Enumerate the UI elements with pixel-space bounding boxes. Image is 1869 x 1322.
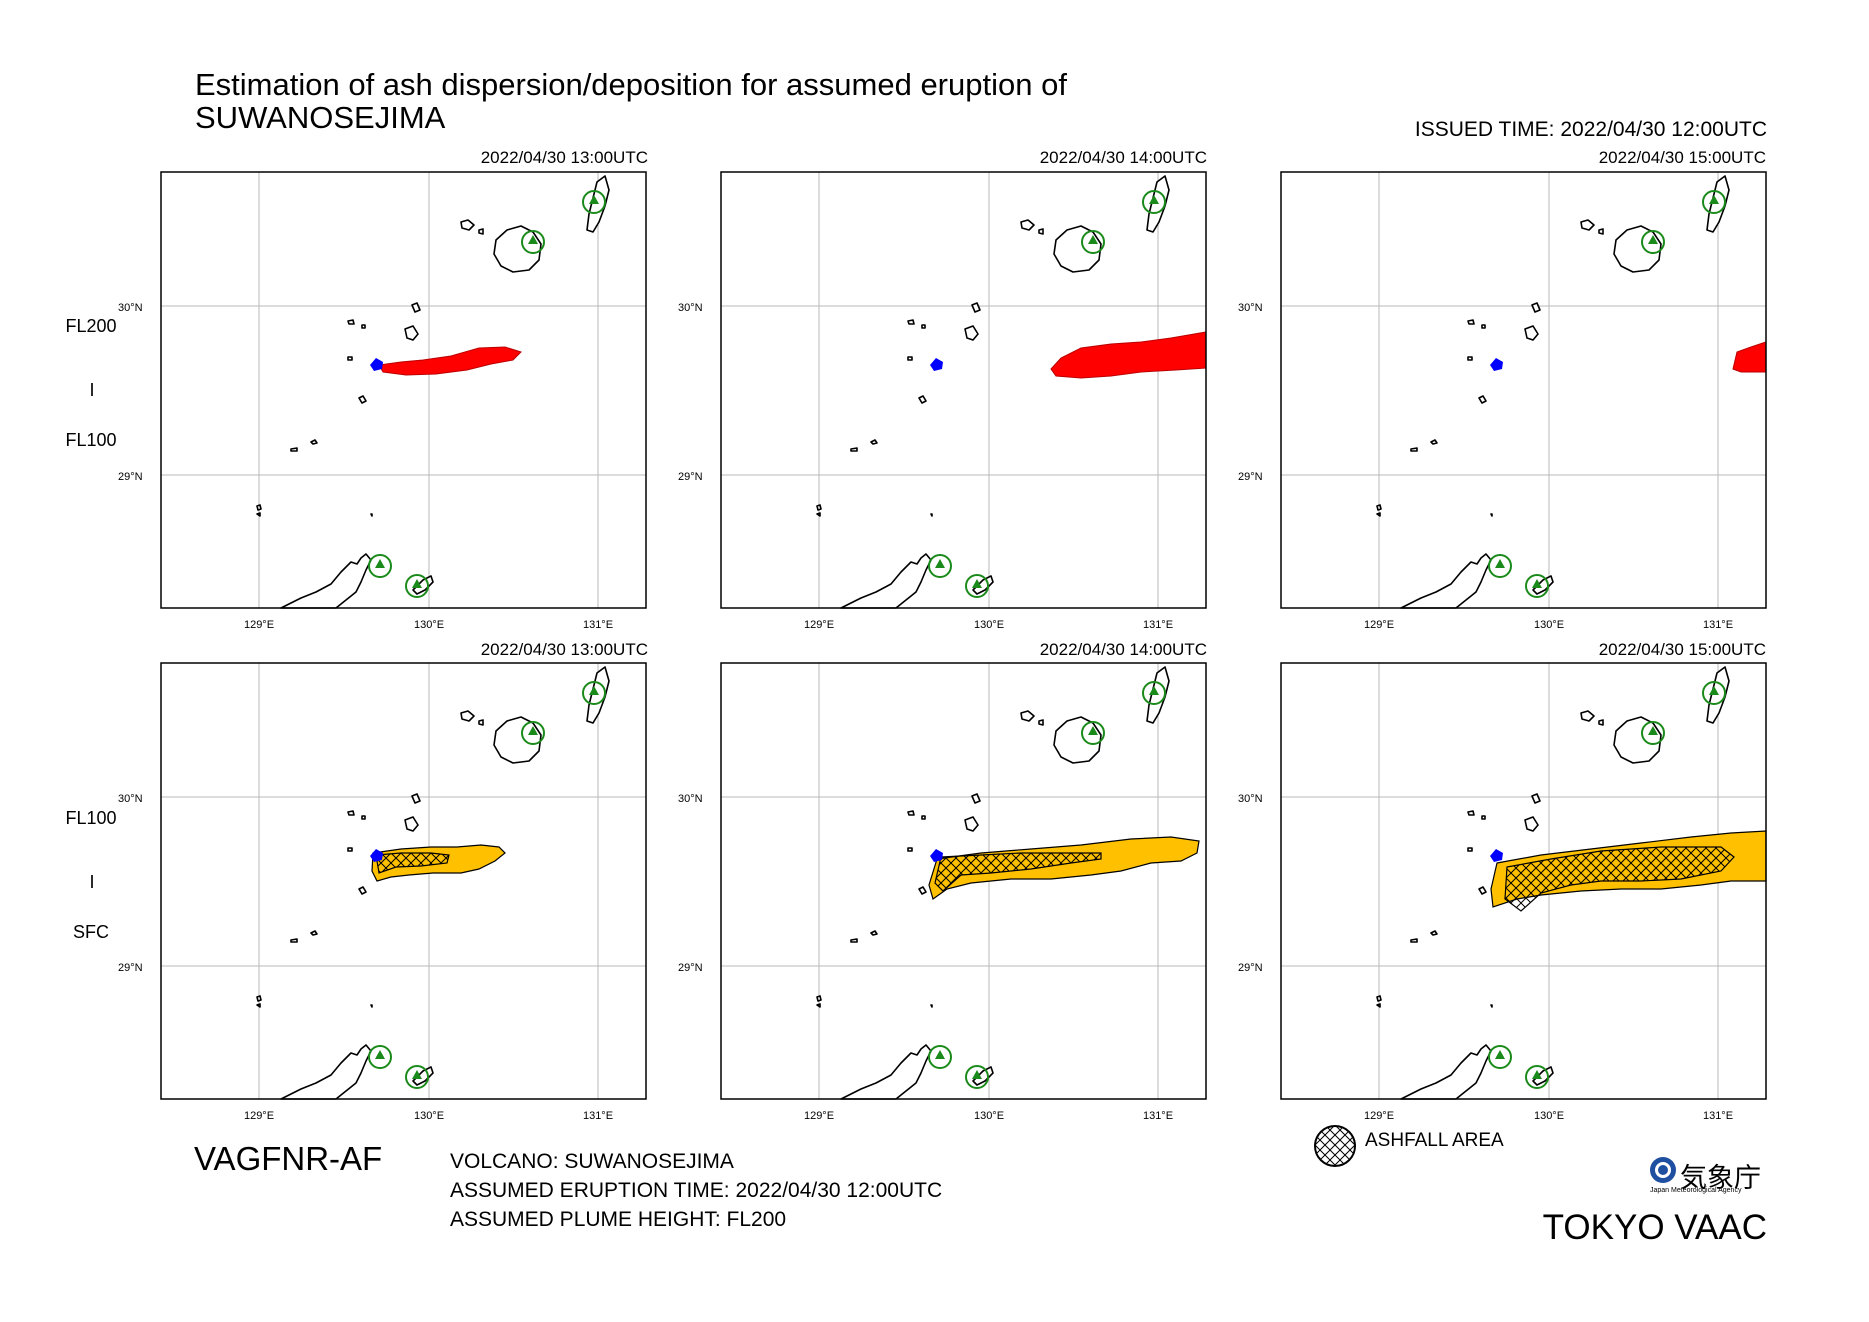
lat-label: 30°N bbox=[1238, 302, 1263, 314]
lon-label: 129°E bbox=[804, 619, 834, 631]
ash-cloud bbox=[928, 836, 1200, 900]
lat-label: 30°N bbox=[118, 302, 143, 314]
lon-label: 130°E bbox=[974, 619, 1004, 631]
lon-label: 129°E bbox=[1364, 619, 1394, 631]
issued-time: ISSUED TIME: 2022/04/30 12:00UTC bbox=[1414, 118, 1767, 141]
ash-cloud bbox=[378, 346, 522, 376]
lon-label: 129°E bbox=[244, 1110, 274, 1122]
ashfall-legend-label: ASHFALL AREA bbox=[1365, 1130, 1504, 1151]
agency-english: Japan Meteorological Agency bbox=[1650, 1187, 1742, 1194]
lon-label: 131°E bbox=[1703, 1110, 1733, 1122]
lat-label: 29°N bbox=[1238, 962, 1263, 974]
panel-time-r2c1: 2022/04/30 13:00UTC bbox=[480, 640, 648, 659]
panel-time-r2c2: 2022/04/30 14:00UTC bbox=[1039, 640, 1207, 659]
ashfall-area bbox=[375, 852, 450, 874]
level-top-row1: FL200 bbox=[65, 316, 117, 336]
lon-label: 130°E bbox=[1534, 1110, 1564, 1122]
ashfall-area bbox=[934, 852, 1102, 892]
lat-label: 30°N bbox=[678, 793, 703, 805]
suwanosejima-volcano-marker bbox=[930, 849, 943, 862]
lon-label: 131°E bbox=[583, 619, 613, 631]
volcano-name: VOLCANO: SUWANOSEJIMA bbox=[450, 1150, 734, 1173]
suwanosejima-volcano-marker bbox=[1490, 358, 1503, 371]
map-panel-r1c3 bbox=[1280, 171, 1767, 609]
map-title: Estimation of ash dispersion/deposition … bbox=[195, 67, 1067, 135]
lat-label: 30°N bbox=[1238, 793, 1263, 805]
map-panel-r1c1 bbox=[160, 171, 647, 609]
lat-label: 29°N bbox=[678, 471, 703, 483]
lat-label: 30°N bbox=[678, 302, 703, 314]
lat-label: 30°N bbox=[118, 793, 143, 805]
jma-logo-icon bbox=[1650, 1157, 1676, 1183]
suwanosejima-volcano-marker bbox=[930, 358, 943, 371]
panel-time-r1c3: 2022/04/30 15:00UTC bbox=[1598, 148, 1766, 167]
level-top-row2: FL100 bbox=[65, 808, 117, 828]
eruption-info: VOLCANO: SUWANOSEJIMA ASSUMED ERUPTION T… bbox=[450, 1147, 942, 1234]
lon-label: 129°E bbox=[244, 619, 274, 631]
suwanosejima-volcano-marker bbox=[370, 849, 383, 862]
lat-label: 29°N bbox=[118, 471, 143, 483]
map-panel-r2c2 bbox=[720, 662, 1207, 1100]
level-sep-row2: I bbox=[89, 872, 95, 892]
eruption-time: ASSUMED ERUPTION TIME: 2022/04/30 12:00U… bbox=[450, 1179, 943, 1202]
lon-label: 130°E bbox=[974, 1110, 1004, 1122]
vaac-name: TOKYO VAAC bbox=[1542, 1208, 1767, 1247]
product-code: VAGFNR-AF bbox=[194, 1140, 383, 1177]
level-sep-row1: I bbox=[89, 380, 95, 400]
panel-time-r1c2: 2022/04/30 14:00UTC bbox=[1039, 148, 1207, 167]
suwanosejima-volcano-marker bbox=[370, 358, 383, 371]
lon-label: 131°E bbox=[1143, 1110, 1173, 1122]
agency-name: 気象庁 bbox=[1680, 1163, 1761, 1193]
level-bottom-row1: FL100 bbox=[65, 430, 117, 450]
lon-label: 131°E bbox=[1143, 619, 1173, 631]
lat-label: 29°N bbox=[678, 962, 703, 974]
level-bottom-row2: SFC bbox=[73, 922, 109, 942]
suwanosejima-volcano-marker bbox=[1490, 849, 1503, 862]
lon-label: 131°E bbox=[583, 1110, 613, 1122]
plume-height: ASSUMED PLUME HEIGHT: FL200 bbox=[450, 1208, 787, 1231]
ashfall-area bbox=[1504, 846, 1735, 912]
lon-label: 129°E bbox=[804, 1110, 834, 1122]
map-panel-r2c3 bbox=[1280, 662, 1767, 1100]
lon-label: 131°E bbox=[1703, 619, 1733, 631]
panel-time-r1c1: 2022/04/30 13:00UTC bbox=[480, 148, 648, 167]
lon-label: 129°E bbox=[1364, 1110, 1394, 1122]
lon-label: 130°E bbox=[414, 1110, 444, 1122]
lat-label: 29°N bbox=[118, 962, 143, 974]
lat-label: 29°N bbox=[1238, 471, 1263, 483]
panel-time-r2c3: 2022/04/30 15:00UTC bbox=[1598, 640, 1766, 659]
ashfall-legend-icon bbox=[1314, 1125, 1356, 1167]
map-panel-r2c1 bbox=[160, 662, 647, 1100]
map-panel-r1c2 bbox=[720, 171, 1207, 609]
lon-label: 130°E bbox=[414, 619, 444, 631]
lon-label: 130°E bbox=[1534, 619, 1564, 631]
